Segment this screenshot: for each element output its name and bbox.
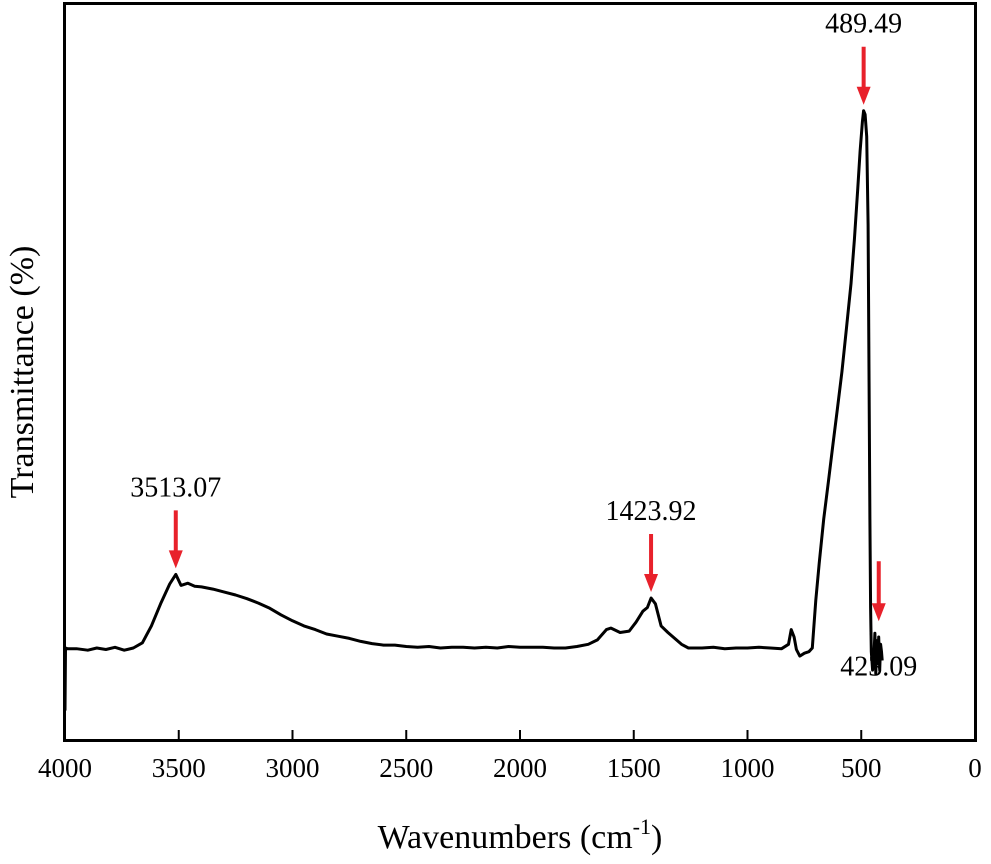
peak-annotation-489.49: 489.49 xyxy=(825,9,902,105)
x-tick-label-2000: 2000 xyxy=(493,753,547,783)
x-axis-ticks xyxy=(64,730,976,740)
x-tick-label-2500: 2500 xyxy=(379,753,433,783)
plot-frame xyxy=(63,2,977,742)
peak-annotation-1423.92: 1423.92 xyxy=(606,496,697,592)
peak-arrow-head xyxy=(856,86,871,105)
x-tick-label-500: 500 xyxy=(841,753,882,783)
x-tick-label-3500: 3500 xyxy=(152,753,206,783)
peak-annotation-3513.07: 3513.07 xyxy=(130,472,221,569)
peak-annotations: 3513.07 1423.92 489.49 423.09 xyxy=(130,9,917,683)
x-axis-tick-labels: 4000 3500 3000 2500 2000 1500 1000 500 0 xyxy=(38,753,982,783)
peak-arrow-head xyxy=(644,573,659,592)
peak-annotation-423.09: 423.09 xyxy=(840,561,917,682)
peak-label: 489.49 xyxy=(825,9,902,40)
x-tick-label-1500: 1500 xyxy=(607,753,661,783)
x-axis-title: Wavenumbers (cm-1) xyxy=(378,814,663,856)
peak-arrow-head xyxy=(168,550,183,569)
peak-arrow-head xyxy=(871,603,886,622)
spectrum-line xyxy=(63,109,884,711)
x-tick-label-4000: 4000 xyxy=(38,753,92,783)
peak-label: 423.09 xyxy=(840,651,917,682)
x-tick-label-1000: 1000 xyxy=(721,753,775,783)
x-tick-label-3000: 3000 xyxy=(266,753,320,783)
peak-label: 1423.92 xyxy=(606,496,697,527)
x-axis-title-main: Wavenumbers (cm xyxy=(378,819,633,856)
y-axis-title: Transmittance (%) xyxy=(4,246,41,499)
x-axis-title-close: ) xyxy=(651,819,662,856)
x-tick-label-0: 0 xyxy=(968,753,982,783)
peak-label: 3513.07 xyxy=(130,472,221,503)
x-axis-title-superscript: -1 xyxy=(633,814,651,839)
